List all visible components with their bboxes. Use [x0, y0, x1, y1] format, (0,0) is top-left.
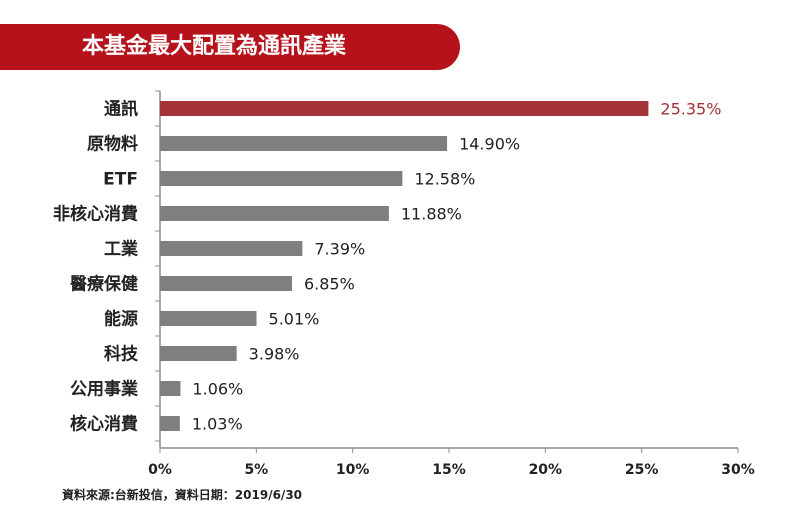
bar	[160, 346, 237, 361]
bar	[160, 136, 448, 151]
category-label: 能源	[104, 309, 138, 330]
bar	[160, 206, 389, 221]
category-label: 醫療保健	[70, 274, 138, 295]
x-tick-label: 10%	[336, 462, 370, 478]
bar	[160, 416, 180, 431]
chart-title: 本基金最大配置為通訊產業	[82, 34, 347, 59]
x-tick-label: 25%	[625, 462, 659, 478]
value-label: 5.01%	[269, 310, 320, 329]
category-label: 通訊	[104, 99, 138, 120]
value-label: 12.58%	[414, 170, 475, 189]
value-label: 14.90%	[459, 135, 520, 154]
x-tick-label: 5%	[244, 462, 268, 478]
value-label: 3.98%	[249, 345, 300, 364]
value-label: 11.88%	[401, 205, 462, 224]
category-label: 核心消費	[70, 414, 138, 435]
category-label: 非核心消費	[53, 204, 138, 225]
bar	[160, 101, 649, 116]
bar	[160, 381, 181, 396]
value-label: 25.35%	[660, 100, 721, 119]
x-tick-label: 30%	[721, 462, 755, 478]
title-banner: 本基金最大配置為通訊產業	[0, 24, 460, 70]
bar	[160, 311, 257, 326]
category-label: 科技	[104, 344, 139, 365]
x-tick-label: 0%	[148, 462, 172, 478]
value-label: 1.03%	[192, 415, 243, 434]
value-label: 7.39%	[314, 240, 365, 259]
bar	[160, 171, 403, 186]
x-tick-label: 15%	[432, 462, 466, 478]
bar	[160, 241, 303, 256]
category-label: ETF	[103, 170, 138, 190]
value-label: 6.85%	[304, 275, 355, 294]
value-label: 1.06%	[192, 380, 243, 399]
x-tick-label: 20%	[529, 462, 563, 478]
data-source-note: 資料來源:台新投信，資料日期：2019/6/30	[62, 488, 303, 502]
category-label: 原物料	[87, 134, 138, 155]
category-label: 工業	[104, 239, 138, 260]
category-label: 公用事業	[70, 379, 138, 400]
bar	[160, 276, 292, 291]
